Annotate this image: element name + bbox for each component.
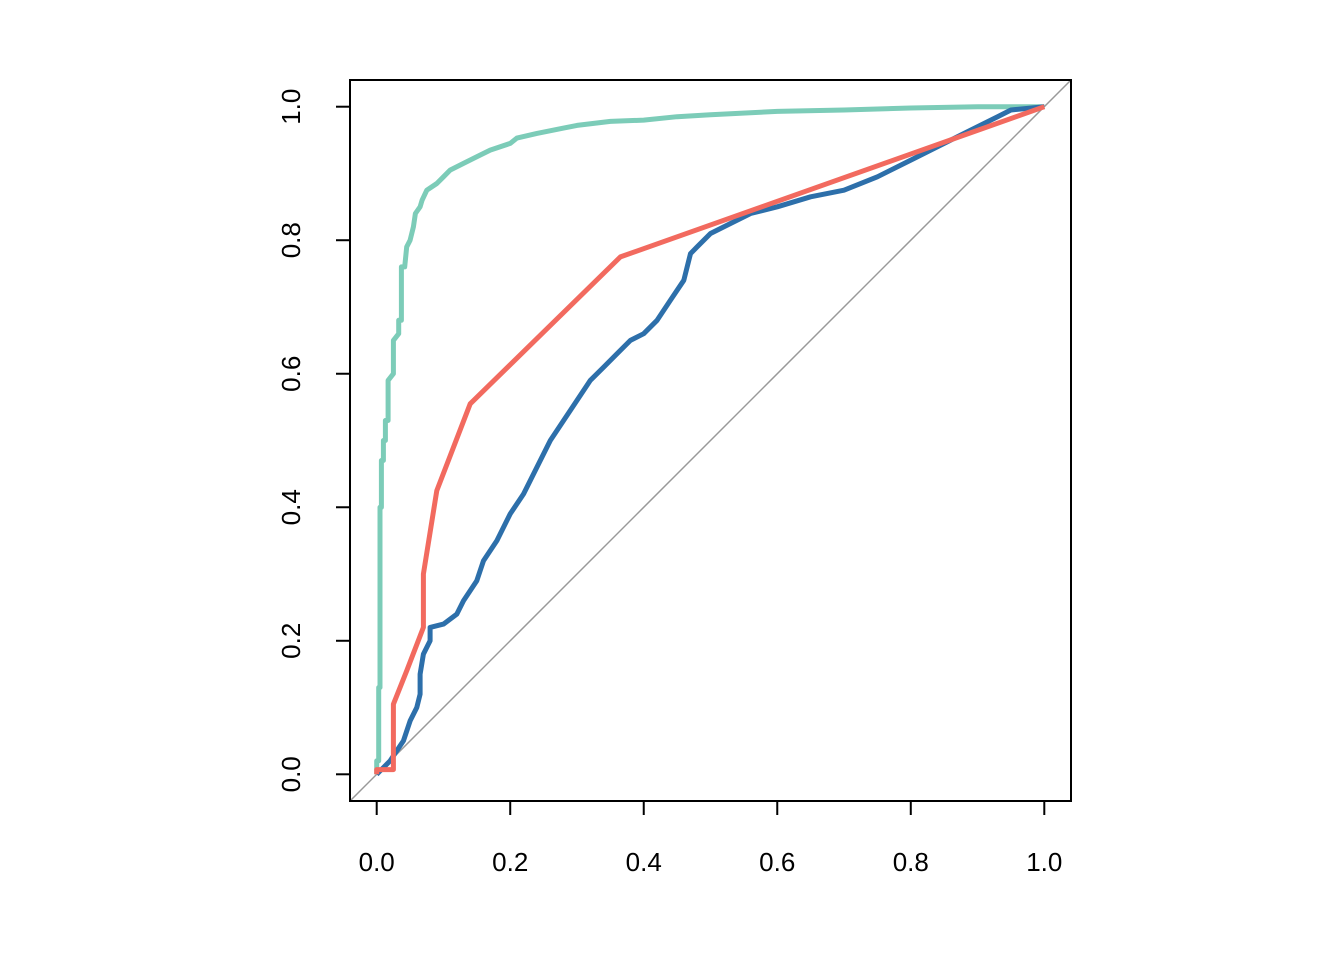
reference-diagonal-line	[349, 79, 1072, 802]
x-axis: 0.0 0.2 0.4 0.6 0.8 1.0	[359, 801, 1062, 877]
y-axis: 0.0 0.2 0.4 0.6 0.8 1.0	[276, 89, 350, 792]
y-tick-label: 0.8	[276, 222, 306, 258]
y-tick-label: 1.0	[276, 89, 306, 125]
y-tick-label: 0.4	[276, 489, 306, 525]
x-tick-label: 0.0	[359, 847, 395, 877]
y-tick-label: 0.6	[276, 356, 306, 392]
x-tick-label: 0.8	[893, 847, 929, 877]
x-tick-label: 0.4	[626, 847, 662, 877]
y-tick-label: 0.2	[276, 623, 306, 659]
plot-frame	[349, 79, 1072, 802]
x-tick-label: 1.0	[1026, 847, 1062, 877]
series-line-3	[374, 104, 1046, 775]
series-line-2	[374, 104, 1045, 777]
y-tick-label: 0.0	[276, 756, 306, 792]
x-tick-label: 0.6	[759, 847, 795, 877]
x-tick-label: 0.2	[492, 847, 528, 877]
curves-layer	[349, 79, 1072, 802]
series-line-1	[374, 104, 1045, 775]
